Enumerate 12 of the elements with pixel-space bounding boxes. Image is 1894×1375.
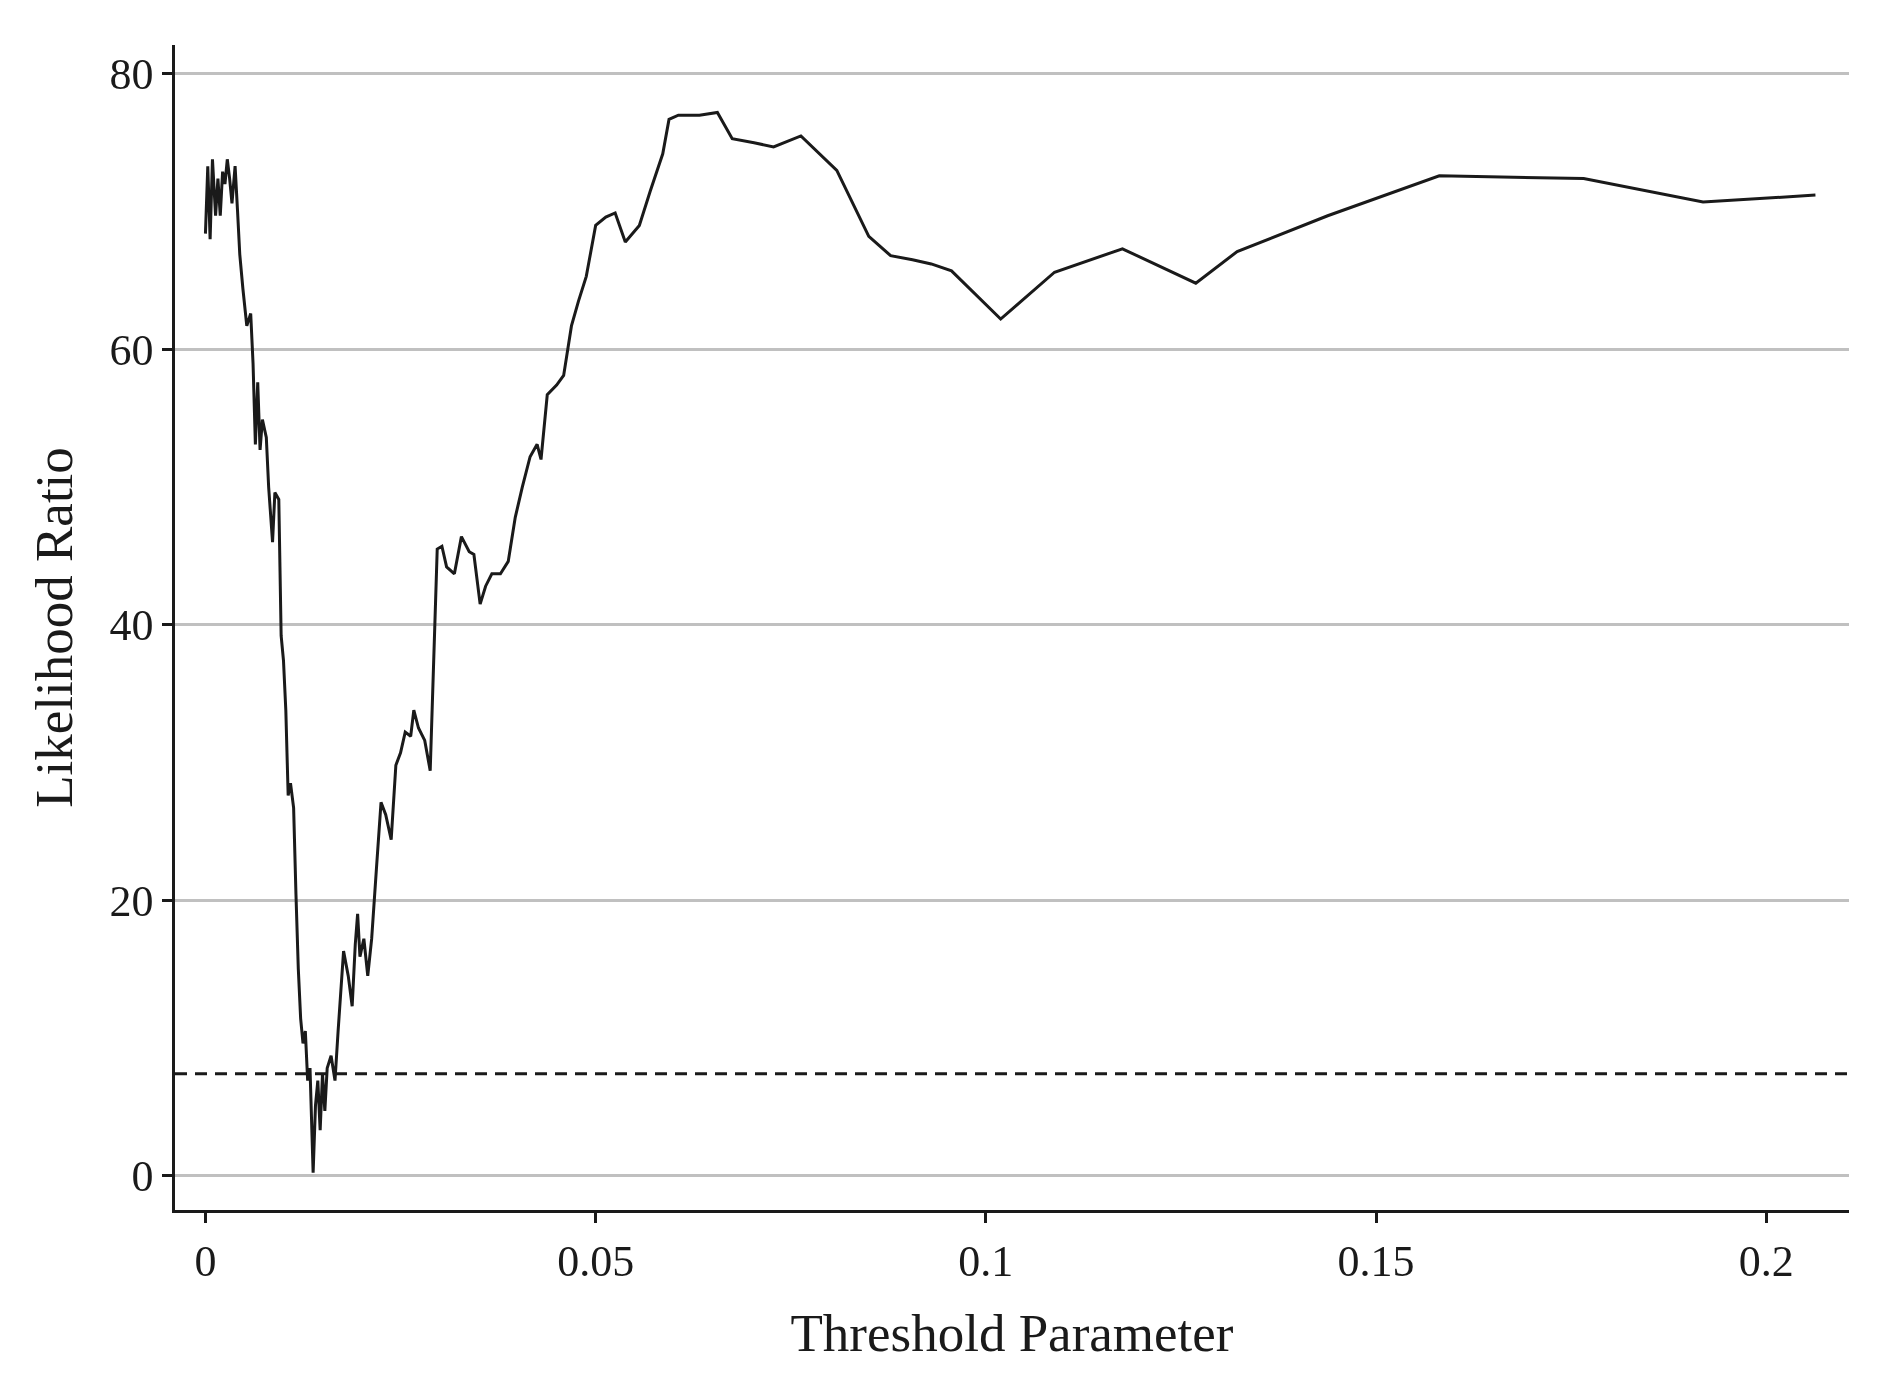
y-tick-label: 60 [109,325,154,375]
x-tick-label: 0.05 [557,1236,635,1286]
y-axis-title: Likelihood Ratio [25,447,84,808]
x-tick-label: 0.1 [958,1236,1014,1286]
y-tick-label: 0 [131,1151,154,1201]
y-tick-label: 20 [109,876,154,926]
x-tick-label: 0 [194,1236,217,1286]
y-tick-label: 40 [109,601,154,651]
y-tick-label: 80 [109,50,154,100]
x-tick-label: 0.15 [1337,1236,1415,1286]
x-axis-title: Threshold Parameter [790,1304,1234,1363]
x-tick-label: 0.2 [1738,1236,1794,1286]
